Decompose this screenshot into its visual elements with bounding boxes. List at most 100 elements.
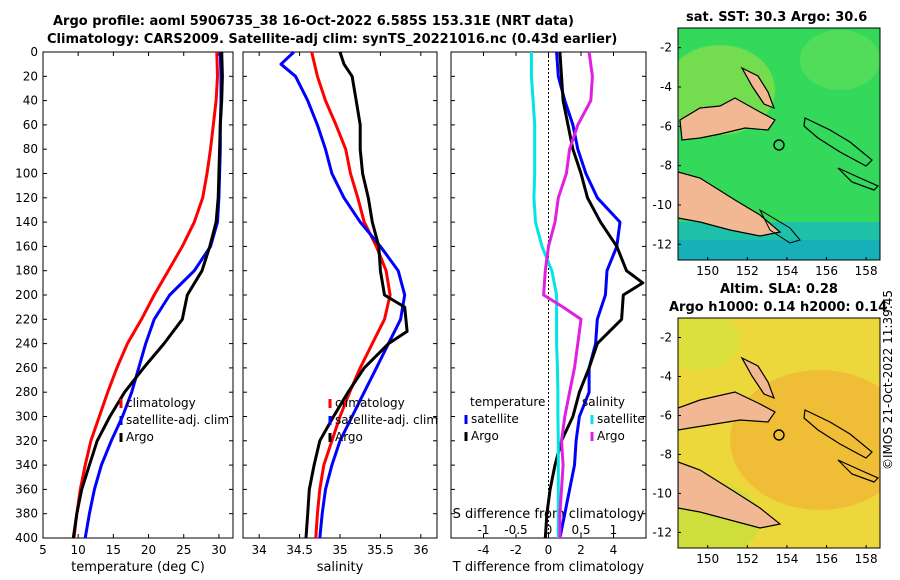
y-tick-label: 140 <box>15 215 38 229</box>
map-y-tick-label: -8 <box>660 447 672 461</box>
map-y-tick-label: -4 <box>660 80 672 94</box>
x-tick-label: 34.5 <box>286 543 313 557</box>
y-tick-label: 260 <box>15 361 38 375</box>
series-line-argo <box>71 51 224 539</box>
legend-label: climatology <box>126 396 196 410</box>
x-axis-label: temperature (deg C) <box>71 560 205 575</box>
y-tick-label: 40 <box>23 94 38 108</box>
figure-title-line1: Argo profile: aoml 5906735_38 16-Oct-202… <box>53 14 574 29</box>
legend-label: Argo <box>471 429 499 443</box>
map-x-tick-label: 152 <box>736 552 759 566</box>
y-tick-label: 360 <box>15 482 38 496</box>
x-tick-label: 2 <box>577 543 585 557</box>
map-y-tick-label: -6 <box>660 119 672 133</box>
map-x-tick-label: 150 <box>696 552 719 566</box>
x-tick-label: -4 <box>478 543 490 557</box>
legend-label: Argo <box>126 430 154 444</box>
legend-label: satellite-adj. clim <box>126 413 229 427</box>
map-x-tick-label: 154 <box>775 264 798 278</box>
y-tick-label: 20 <box>23 69 38 83</box>
x-tick-label: 20 <box>141 543 156 557</box>
y-tick-label: 280 <box>15 385 38 399</box>
x-tick-label: 10 <box>71 543 86 557</box>
map-x-tick-label: 158 <box>855 552 878 566</box>
sla-map-title-line2: Argo h1000: 0.14 h2000: 0.14 <box>669 300 888 315</box>
sst-map <box>677 27 881 261</box>
x-tick-label: 35.5 <box>367 543 394 557</box>
y-tick-label: 340 <box>15 458 38 472</box>
secondary-tick-label: -1 <box>478 523 490 537</box>
series-line-satellite-adj-clim <box>279 50 407 539</box>
x-tick-label: 0 <box>545 543 553 557</box>
y-tick-label: 200 <box>15 288 38 302</box>
sla-map <box>677 317 881 549</box>
map-y-tick-label: -4 <box>660 369 672 383</box>
map-y-tick-label: -10 <box>652 198 672 212</box>
map-x-tick-label: 152 <box>736 264 759 278</box>
secondary-tick-label: -0.5 <box>504 523 527 537</box>
x-tick-label: 5 <box>39 543 47 557</box>
map-x-tick-label: 156 <box>815 264 838 278</box>
y-tick-label: 160 <box>15 239 38 253</box>
sla-map-title-line1: Altim. SLA: 0.28 <box>720 282 838 297</box>
legend-label: satellite <box>471 412 519 426</box>
legend-label: satellite-adj. clim <box>335 413 438 427</box>
series-line-s-satellite <box>529 52 560 538</box>
secondary-axis-label: S difference from climatology <box>453 507 645 522</box>
map-x-tick-label: 156 <box>815 552 838 566</box>
y-tick-label: 320 <box>15 434 38 448</box>
y-tick-label: 100 <box>15 167 38 181</box>
x-tick-label: 35 <box>332 543 347 557</box>
map-y-tick-label: -10 <box>652 486 672 500</box>
secondary-tick-label: 1 <box>610 523 618 537</box>
x-tick-label: 4 <box>610 543 618 557</box>
map-y-tick-label: -8 <box>660 159 672 173</box>
series-line-climatology <box>72 51 219 539</box>
legend-label: Argo <box>335 430 363 444</box>
map-y-tick-label: -2 <box>660 330 672 344</box>
map-x-tick-label: 158 <box>855 264 878 278</box>
y-tick-label: 220 <box>15 312 38 326</box>
legend-title: salinity <box>582 395 625 409</box>
y-tick-label: 120 <box>15 191 38 205</box>
plot-frame <box>242 51 438 539</box>
legend-label: climatology <box>335 396 405 410</box>
legend-title: temperature <box>470 395 545 409</box>
x-tick-label: 36 <box>413 543 428 557</box>
x-axis-label: T difference from climatology <box>452 560 645 575</box>
y-tick-label: 380 <box>15 507 38 521</box>
map-y-tick-label: -6 <box>660 408 672 422</box>
series-line-argo <box>304 51 409 539</box>
map-y-tick-label: -12 <box>652 237 672 251</box>
x-tick-label: 15 <box>106 543 121 557</box>
y-tick-label: 180 <box>15 264 38 278</box>
series-line-climatology <box>310 51 392 539</box>
profile-panel-1: 34 34.5 35 35.5 36 salinity climatology satelli… <box>242 50 438 575</box>
y-tick-label: 80 <box>23 142 38 156</box>
figure-title-line2: Climatology: CARS2009. Satellite-adj cli… <box>47 32 618 47</box>
map-y-tick-label: -2 <box>660 41 672 55</box>
secondary-tick-label: 0 <box>545 523 553 537</box>
y-tick-label: 400 <box>15 531 38 545</box>
profile-panel-0: 0 20 40 60 80 100 120 140 160 180 200 220 240 260 280 3… <box>15 45 234 575</box>
plot-frame <box>42 51 234 539</box>
x-tick-label: 25 <box>176 543 191 557</box>
legend-label: Argo <box>597 429 625 443</box>
x-axis-label: salinity <box>317 560 364 575</box>
map-x-tick-label: 150 <box>696 264 719 278</box>
map-y-tick-label: -12 <box>652 525 672 539</box>
x-tick-label: 34 <box>252 543 267 557</box>
series-line-s-argo <box>542 51 594 538</box>
map-x-tick-label: 154 <box>775 552 798 566</box>
x-tick-label: 30 <box>211 543 226 557</box>
legend-label: satellite <box>597 412 645 426</box>
map-axes-1: 150 152 154 156 158 -2 -4 -6 -8 -10 -12 <box>652 330 877 566</box>
x-tick-label: -2 <box>510 543 522 557</box>
y-tick-label: 240 <box>15 337 38 351</box>
profile-panel-2: -4 -2 0 2 4 T difference from climatology S di… <box>450 51 647 575</box>
map-axes-0: 150 152 154 156 158 -2 -4 -6 -8 -10 -12 <box>652 41 877 278</box>
y-tick-label: 300 <box>15 410 38 424</box>
y-tick-label: 60 <box>23 118 38 132</box>
